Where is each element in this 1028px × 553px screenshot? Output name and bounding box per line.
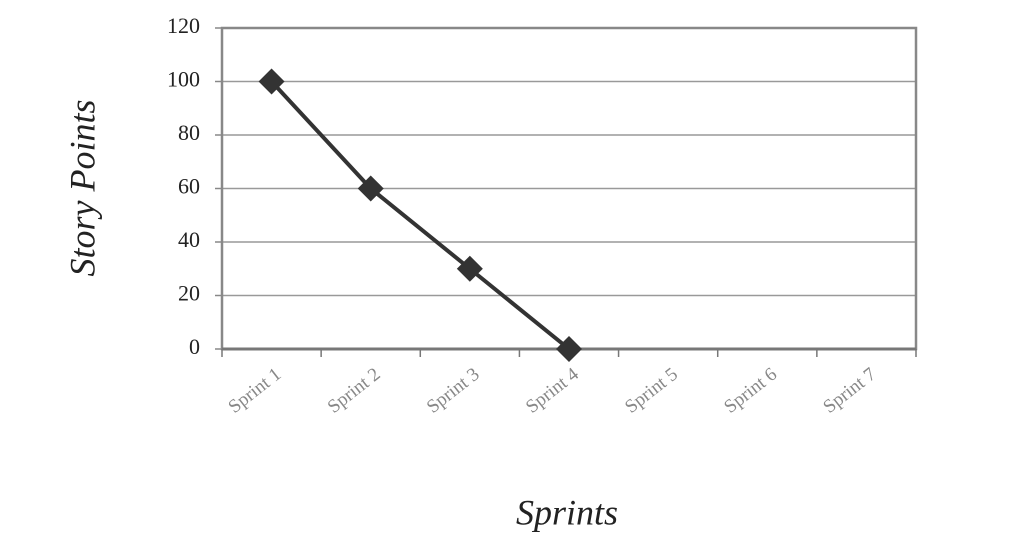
y-tick-label: 120 xyxy=(167,13,200,38)
x-tick-label: Sprint 6 xyxy=(720,364,781,418)
y-tick-label: 60 xyxy=(178,174,200,199)
y-tick-label: 0 xyxy=(189,334,200,359)
data-point xyxy=(456,255,483,282)
x-tick-label: Sprint 3 xyxy=(423,364,484,418)
y-tick-label: 20 xyxy=(178,281,200,306)
data-line xyxy=(270,80,571,351)
x-tick-label: Sprint 2 xyxy=(324,364,385,418)
data-point xyxy=(258,68,285,95)
y-tick-label: 80 xyxy=(178,120,200,145)
y-tick-label: 40 xyxy=(178,227,200,252)
x-tick-label: Sprint 4 xyxy=(522,364,583,418)
y-axis-label: Story Points xyxy=(62,100,102,277)
y-tick-label: 100 xyxy=(167,67,200,92)
x-tick-label: Sprint 5 xyxy=(621,364,682,418)
x-tick-label: Sprint 7 xyxy=(819,364,880,418)
data-point xyxy=(357,175,384,202)
data-point xyxy=(556,336,582,362)
x-tick-label: Sprint 1 xyxy=(225,364,286,418)
x-axis-label: Sprints xyxy=(516,492,618,532)
